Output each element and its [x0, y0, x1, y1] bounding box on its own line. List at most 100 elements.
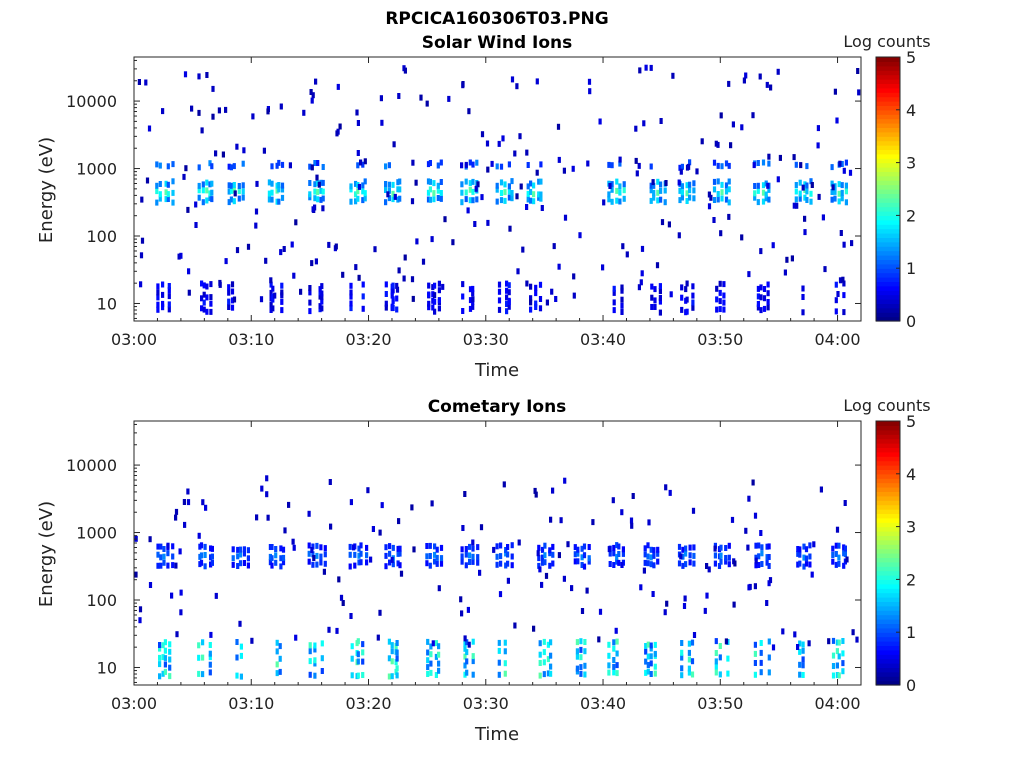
heatmap-cell: [842, 167, 846, 174]
heatmap-cell: [831, 558, 835, 565]
colorbar-segment: [876, 285, 900, 291]
heatmap-cell: [776, 176, 780, 183]
heatmap-cell: [148, 582, 153, 588]
heatmap-cell: [390, 556, 394, 563]
heatmap-cell: [308, 308, 312, 315]
heatmap-cell: [552, 243, 556, 250]
heatmap-cell: [439, 179, 443, 185]
heatmap-cell: [506, 560, 510, 567]
heatmap-cell: [279, 103, 283, 110]
heatmap-cell: [205, 187, 209, 194]
heatmap-cell: [549, 652, 553, 659]
heatmap-cell: [465, 658, 469, 665]
heatmap-cell: [713, 560, 717, 567]
heatmap-cell: [615, 558, 619, 565]
heatmap-cell: [435, 560, 439, 567]
heatmap-cell: [659, 181, 663, 188]
heatmap-cell: [499, 197, 504, 204]
heatmap-cell: [433, 558, 437, 565]
heatmap-cell: [685, 198, 689, 204]
heatmap-cell: [426, 178, 431, 185]
heatmap-cell: [653, 650, 657, 657]
heatmap-cell: [835, 662, 839, 669]
heatmap-cell: [795, 202, 799, 209]
heatmap-cell: [208, 195, 212, 202]
heatmap-cell: [692, 632, 697, 638]
heatmap-cell: [270, 180, 274, 187]
heatmap-cell: [277, 182, 281, 188]
heatmap-cell: [682, 603, 687, 609]
heatmap-cell: [166, 191, 170, 198]
heatmap-cell: [447, 95, 451, 102]
heatmap-cell: [692, 544, 696, 551]
heatmap-cell: [427, 291, 431, 298]
heatmap-cell: [507, 297, 511, 304]
heatmap-cell: [575, 639, 579, 646]
heatmap-cell: [720, 195, 724, 202]
colorbar-segment: [876, 228, 900, 234]
heatmap-cell: [439, 159, 443, 166]
heatmap-cell: [410, 198, 415, 205]
heatmap-cell: [497, 306, 502, 313]
heatmap-cell: [251, 113, 255, 120]
heatmap-cell: [460, 189, 464, 196]
colorbar-segment: [876, 136, 900, 142]
colorbar-segment: [876, 614, 900, 620]
colorbar-segment: [876, 277, 900, 282]
heatmap-cell: [210, 196, 214, 203]
heatmap-cell: [459, 596, 463, 603]
x-tick-label: 03:40: [580, 694, 626, 713]
heatmap-cell: [236, 546, 240, 553]
heatmap-cell: [534, 284, 538, 291]
heatmap-cell: [218, 281, 222, 288]
heatmap-cell: [576, 550, 580, 557]
heatmap-cell: [762, 305, 767, 312]
y-tick-label: 10000: [66, 92, 117, 111]
colorbar-segment: [876, 478, 900, 484]
heatmap-cell: [361, 161, 365, 168]
heatmap-cell: [513, 622, 517, 629]
heatmap-cell: [646, 560, 650, 567]
heatmap-cell: [680, 640, 684, 646]
heatmap-cell: [803, 229, 807, 236]
heatmap-cell: [620, 509, 624, 516]
heatmap-cell: [280, 194, 285, 201]
heatmap-cell: [166, 550, 170, 557]
heatmap-cell: [572, 273, 576, 280]
heatmap-cell: [327, 626, 331, 633]
heatmap-cell: [171, 199, 175, 206]
heatmap-cell: [158, 654, 162, 661]
heatmap-cell: [690, 639, 695, 646]
heatmap-cell: [658, 294, 662, 301]
heatmap-cell: [809, 178, 813, 185]
colorbar-segment: [876, 627, 900, 633]
heatmap-cell: [802, 543, 806, 550]
heatmap-cell: [722, 299, 726, 306]
heatmap-cell: [269, 289, 273, 296]
heatmap-cell: [726, 670, 730, 677]
heatmap-cell: [842, 544, 846, 551]
heatmap-cell: [727, 561, 731, 568]
heatmap-cell: [319, 544, 323, 551]
heatmap-cell: [209, 300, 213, 307]
heatmap-cell: [211, 113, 215, 120]
heatmap-cell: [431, 297, 435, 304]
heatmap-cell: [428, 196, 432, 203]
heatmap-cell: [753, 190, 757, 197]
heatmap-cell: [587, 555, 591, 562]
heatmap-cell: [464, 161, 468, 168]
heatmap-cell: [430, 500, 434, 507]
heatmap-cell: [147, 125, 152, 132]
heatmap-cell: [391, 305, 395, 311]
heatmap-cell: [658, 309, 662, 316]
heatmap-cell: [720, 163, 724, 170]
colorbar-segment: [876, 443, 900, 448]
heatmap-cell: [538, 660, 542, 666]
heatmap-cell: [432, 190, 436, 197]
heatmap-cell: [227, 182, 231, 189]
heatmap-cell: [819, 486, 823, 493]
heatmap-cell: [168, 641, 172, 648]
heatmap-cell: [431, 284, 435, 291]
heatmap-cell: [747, 584, 751, 591]
heatmap-cell: [727, 554, 731, 561]
